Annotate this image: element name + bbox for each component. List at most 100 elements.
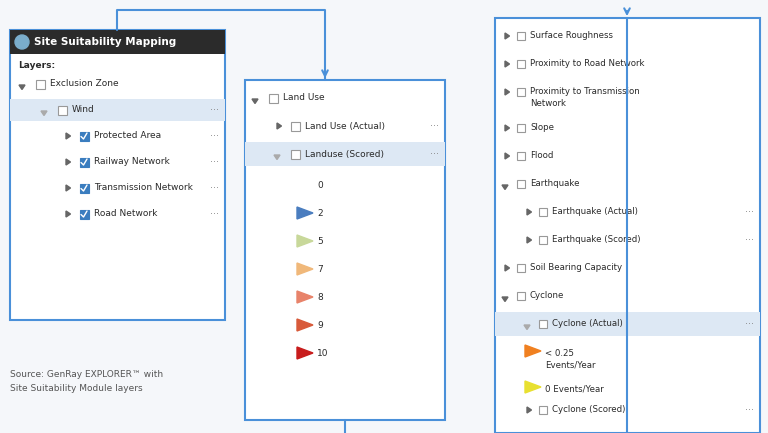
Bar bbox=[517, 32, 525, 40]
Text: Transmission Network: Transmission Network bbox=[94, 184, 193, 193]
Text: Events/Year: Events/Year bbox=[545, 361, 595, 370]
Polygon shape bbox=[277, 123, 282, 129]
Bar bbox=[539, 208, 547, 216]
Polygon shape bbox=[525, 381, 541, 393]
Text: Cyclone (Actual): Cyclone (Actual) bbox=[552, 320, 623, 329]
Polygon shape bbox=[41, 111, 47, 116]
Text: Source: GenRay EXPLORER™ with: Source: GenRay EXPLORER™ with bbox=[10, 370, 163, 379]
Text: ···: ··· bbox=[210, 105, 219, 115]
Text: Road Network: Road Network bbox=[94, 210, 157, 219]
Polygon shape bbox=[502, 185, 508, 190]
FancyBboxPatch shape bbox=[495, 312, 760, 336]
Text: < 0.25: < 0.25 bbox=[545, 349, 574, 358]
Bar bbox=[35, 80, 45, 88]
Text: Proximity to Road Network: Proximity to Road Network bbox=[530, 59, 644, 68]
Text: Earthquake (Scored): Earthquake (Scored) bbox=[552, 236, 641, 245]
Text: ···: ··· bbox=[210, 157, 219, 167]
Polygon shape bbox=[505, 33, 509, 39]
Polygon shape bbox=[297, 347, 313, 359]
Polygon shape bbox=[66, 185, 71, 191]
Text: Flood: Flood bbox=[530, 152, 554, 161]
Text: Railway Network: Railway Network bbox=[94, 158, 170, 167]
Polygon shape bbox=[19, 85, 25, 90]
Text: ···: ··· bbox=[745, 319, 754, 329]
Bar bbox=[539, 320, 547, 328]
Bar bbox=[539, 236, 547, 244]
Text: ···: ··· bbox=[745, 405, 754, 415]
Text: Site Suitability Module layers: Site Suitability Module layers bbox=[10, 384, 143, 393]
Bar bbox=[80, 158, 88, 167]
Text: ···: ··· bbox=[430, 149, 439, 159]
Polygon shape bbox=[252, 99, 258, 103]
Text: ···: ··· bbox=[430, 121, 439, 131]
Text: Earthquake (Actual): Earthquake (Actual) bbox=[552, 207, 638, 216]
Polygon shape bbox=[527, 407, 531, 413]
Polygon shape bbox=[525, 345, 541, 357]
Text: 7: 7 bbox=[317, 265, 323, 275]
Text: ···: ··· bbox=[210, 131, 219, 141]
FancyBboxPatch shape bbox=[495, 18, 760, 433]
Polygon shape bbox=[297, 235, 313, 247]
Text: ···: ··· bbox=[210, 209, 219, 219]
Polygon shape bbox=[505, 125, 509, 131]
Bar bbox=[539, 406, 547, 414]
Polygon shape bbox=[505, 265, 509, 271]
Circle shape bbox=[15, 35, 29, 49]
Text: Wind: Wind bbox=[72, 106, 94, 114]
Text: Cyclone (Scored): Cyclone (Scored) bbox=[552, 405, 625, 414]
Text: Proximity to Transmission: Proximity to Transmission bbox=[530, 87, 640, 96]
FancyBboxPatch shape bbox=[10, 99, 225, 121]
Text: 8: 8 bbox=[317, 294, 323, 303]
Text: Landuse (Scored): Landuse (Scored) bbox=[305, 149, 384, 158]
Polygon shape bbox=[297, 319, 313, 331]
Text: Surface Roughness: Surface Roughness bbox=[530, 32, 613, 41]
Polygon shape bbox=[297, 207, 313, 219]
Text: 10: 10 bbox=[317, 349, 329, 359]
Polygon shape bbox=[297, 263, 313, 275]
Text: Soil Bearing Capacity: Soil Bearing Capacity bbox=[530, 264, 622, 272]
FancyBboxPatch shape bbox=[245, 80, 445, 420]
Text: 0 Events/Year: 0 Events/Year bbox=[545, 385, 604, 394]
Text: Network: Network bbox=[530, 99, 566, 108]
FancyBboxPatch shape bbox=[245, 142, 445, 166]
Polygon shape bbox=[527, 237, 531, 243]
Bar bbox=[517, 264, 525, 272]
Text: 9: 9 bbox=[317, 321, 323, 330]
Text: Land Use: Land Use bbox=[283, 94, 325, 103]
FancyBboxPatch shape bbox=[10, 30, 225, 54]
Text: 2: 2 bbox=[317, 210, 323, 219]
Text: Cyclone: Cyclone bbox=[530, 291, 564, 301]
Polygon shape bbox=[505, 89, 509, 95]
Bar bbox=[290, 149, 300, 158]
Polygon shape bbox=[297, 291, 313, 303]
Text: Earthquake: Earthquake bbox=[530, 180, 580, 188]
Polygon shape bbox=[502, 297, 508, 301]
Text: ···: ··· bbox=[745, 207, 754, 217]
Bar bbox=[517, 60, 525, 68]
Bar bbox=[517, 180, 525, 188]
Bar bbox=[58, 106, 67, 114]
Bar bbox=[290, 122, 300, 130]
Bar bbox=[80, 184, 88, 193]
Text: Slope: Slope bbox=[530, 123, 554, 132]
Polygon shape bbox=[274, 155, 280, 159]
Polygon shape bbox=[66, 211, 71, 217]
Polygon shape bbox=[66, 133, 71, 139]
Bar bbox=[517, 292, 525, 300]
Bar bbox=[80, 210, 88, 219]
FancyBboxPatch shape bbox=[10, 30, 225, 320]
Text: ···: ··· bbox=[210, 183, 219, 193]
Bar bbox=[517, 152, 525, 160]
Text: ···: ··· bbox=[745, 235, 754, 245]
Text: Site Suitability Mapping: Site Suitability Mapping bbox=[34, 37, 176, 47]
Polygon shape bbox=[505, 153, 509, 159]
Text: Exclusion Zone: Exclusion Zone bbox=[50, 80, 118, 88]
Bar bbox=[80, 132, 88, 140]
Text: Layers:: Layers: bbox=[18, 61, 55, 71]
Polygon shape bbox=[66, 159, 71, 165]
Bar bbox=[517, 124, 525, 132]
Polygon shape bbox=[524, 325, 530, 330]
Text: Land Use (Actual): Land Use (Actual) bbox=[305, 122, 385, 130]
Polygon shape bbox=[527, 209, 531, 215]
Polygon shape bbox=[505, 61, 509, 67]
